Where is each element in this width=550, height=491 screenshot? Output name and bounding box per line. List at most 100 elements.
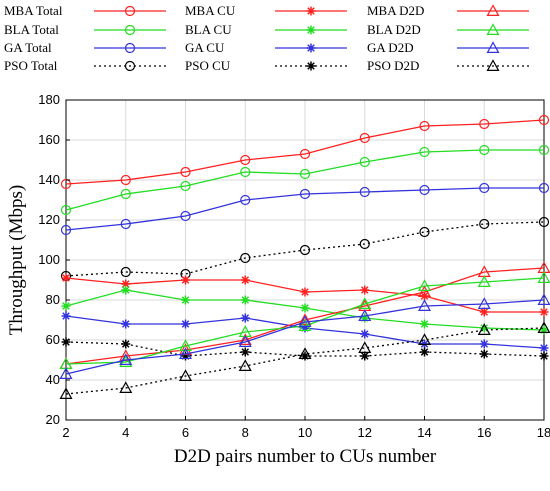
x-axis-ticks: 2 4 6 8 10 12 14 16 18 — [62, 416, 550, 440]
legend-item: GA Total — [4, 40, 166, 55]
series-line — [65, 221, 545, 277]
data-point — [181, 295, 190, 305]
data-point — [479, 323, 489, 333]
data-point — [300, 287, 310, 297]
data-point — [539, 343, 549, 353]
legend-swatch-marker — [124, 42, 136, 54]
legend-item: GA D2D — [367, 40, 529, 55]
data-point — [59, 387, 73, 399]
legend-swatch-marker — [306, 6, 316, 16]
legend-item: BLA D2D — [367, 22, 529, 37]
data-point — [180, 180, 191, 192]
legend-item: PSO D2D — [367, 58, 529, 73]
data-point — [119, 355, 133, 367]
legend-label: PSO D2D — [367, 58, 419, 73]
legend-item: MBA D2D — [367, 3, 529, 18]
data-point — [178, 369, 193, 381]
data-point — [121, 339, 131, 349]
legend-swatch-marker — [124, 60, 136, 72]
data-point — [359, 186, 370, 198]
x-tick-label: 8 — [242, 425, 249, 440]
data-point — [300, 351, 310, 361]
legend-swatch-marker — [486, 4, 500, 16]
data-point — [419, 120, 430, 132]
data-point — [359, 156, 370, 168]
data-point — [240, 275, 250, 285]
data-point — [180, 210, 191, 222]
x-axis-title: D2D pairs number to CUs number — [174, 446, 437, 467]
legend-label: MBA Total — [4, 3, 63, 18]
data-point — [479, 349, 489, 359]
data-point — [417, 279, 432, 291]
data-point — [360, 285, 370, 295]
data-point — [181, 351, 190, 361]
y-tick-label: 120 — [38, 212, 60, 227]
series-group — [59, 114, 550, 399]
data-point — [538, 144, 550, 156]
data-point — [417, 285, 432, 297]
y-tick-label: 160 — [38, 132, 60, 147]
y-axis-ticks: 20 40 60 80 100 120 140 160 180 — [38, 92, 70, 427]
legend-label: GA CU — [185, 40, 225, 55]
series-ga-cu — [61, 311, 549, 353]
data-point — [59, 367, 73, 379]
data-point — [359, 132, 370, 144]
legend-label: BLA Total — [4, 22, 59, 37]
series-line — [65, 187, 544, 231]
data-point — [300, 303, 310, 313]
data-point — [178, 347, 193, 359]
legend-label: PSO Total — [4, 58, 58, 73]
x-tick-label: 10 — [298, 425, 312, 440]
data-point — [420, 347, 429, 357]
data-point — [61, 337, 71, 347]
data-point — [61, 273, 71, 283]
y-tick-label: 40 — [46, 372, 60, 387]
legend-swatch-marker — [486, 23, 500, 36]
data-point — [360, 313, 370, 323]
data-point — [477, 275, 491, 287]
legend-item: PSO CU — [185, 58, 347, 73]
data-point — [360, 329, 370, 339]
y-tick-label: 60 — [46, 332, 60, 347]
data-point — [120, 174, 131, 186]
y-axis-title: Throughput (Mbps) — [6, 185, 27, 335]
data-point — [121, 279, 131, 289]
data-point — [479, 339, 489, 349]
data-point — [240, 347, 250, 357]
y-tick-label: 80 — [46, 292, 60, 307]
data-point — [537, 321, 550, 333]
data-point — [298, 315, 312, 327]
legend-swatch-marker — [306, 61, 316, 71]
data-point — [538, 216, 550, 228]
legend-label: GA Total — [4, 40, 52, 55]
legend-label: MBA CU — [185, 3, 236, 18]
data-point — [358, 341, 372, 353]
data-point — [119, 381, 133, 393]
data-point — [539, 351, 549, 361]
data-point — [538, 114, 550, 126]
legend-label: BLA CU — [185, 22, 232, 37]
data-point — [479, 118, 490, 130]
data-point — [240, 295, 250, 305]
data-point — [298, 347, 312, 359]
legend-item: PSO Total — [4, 58, 166, 73]
data-point — [417, 299, 432, 311]
data-point — [298, 319, 312, 331]
x-tick-label: 14 — [417, 425, 431, 440]
data-point — [358, 309, 372, 321]
legend-item: MBA Total — [4, 3, 166, 18]
data-point — [240, 194, 251, 206]
legend-swatch-marker — [124, 24, 136, 36]
data-point — [299, 148, 311, 160]
data-point — [61, 301, 71, 311]
grid — [65, 99, 545, 421]
x-tick-label: 16 — [477, 425, 491, 440]
data-point — [539, 325, 549, 335]
data-point — [299, 188, 311, 200]
legend-label: BLA D2D — [367, 22, 421, 37]
data-point — [299, 168, 311, 180]
y-tick-label: 20 — [46, 412, 60, 427]
data-point — [60, 224, 72, 236]
series-mba-cu — [61, 273, 549, 317]
